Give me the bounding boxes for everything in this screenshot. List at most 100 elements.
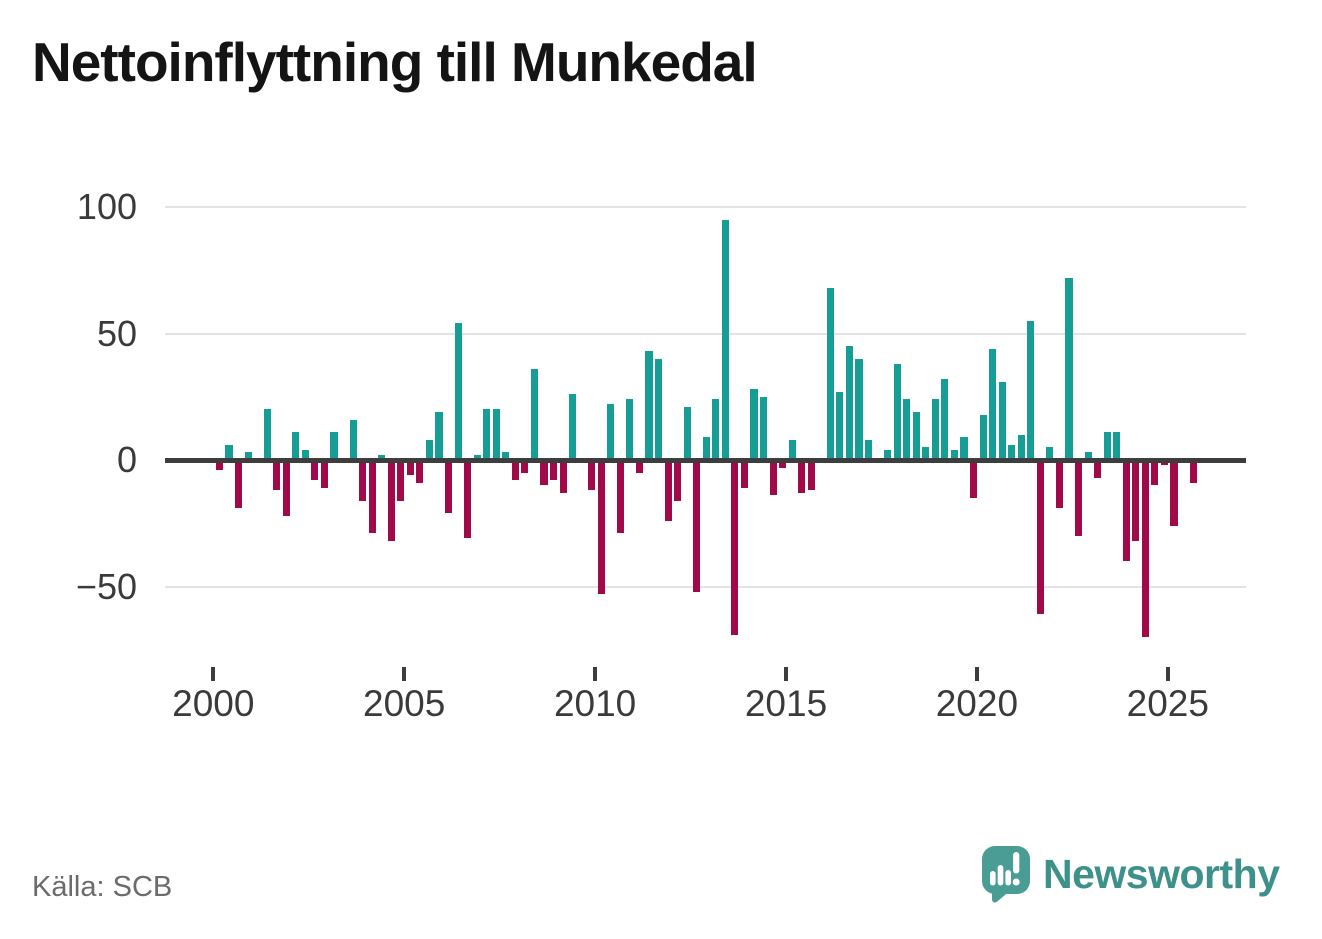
bar xyxy=(550,458,558,481)
bar xyxy=(1103,432,1111,462)
x-axis-tick-label: 2010 xyxy=(553,683,637,724)
bar xyxy=(798,458,806,493)
bar xyxy=(1132,458,1140,541)
bar xyxy=(359,458,367,501)
bar xyxy=(1113,432,1121,462)
bar xyxy=(464,458,472,539)
bar xyxy=(884,449,892,462)
bar xyxy=(320,458,329,488)
bar xyxy=(263,409,271,462)
bar xyxy=(998,381,1006,462)
bar xyxy=(416,458,424,483)
x-axis-tick-mark xyxy=(974,667,979,681)
bar xyxy=(1065,277,1073,462)
bar xyxy=(445,458,453,514)
bar xyxy=(454,323,462,462)
x-axis-tick-label: 2025 xyxy=(1126,683,1209,724)
newsworthy-logo[interactable]: Newsworthy xyxy=(981,844,1301,906)
bar xyxy=(635,458,644,473)
bar xyxy=(1189,458,1197,483)
bar xyxy=(674,458,682,501)
bar xyxy=(225,444,233,462)
bar xyxy=(607,404,615,462)
bar xyxy=(664,458,672,521)
bar xyxy=(731,458,739,635)
bar xyxy=(655,358,663,462)
bar xyxy=(311,458,319,481)
x-axis-tick-label: 2000 xyxy=(172,683,255,724)
bar xyxy=(693,458,701,592)
bar xyxy=(855,358,863,462)
x-axis-tick-mark xyxy=(402,667,407,681)
bar xyxy=(368,458,376,534)
bar xyxy=(826,288,834,462)
bar xyxy=(922,447,930,462)
bar xyxy=(349,419,357,462)
bar xyxy=(215,458,224,471)
bar xyxy=(1046,447,1054,462)
x-axis-tick-label: 2005 xyxy=(363,683,446,724)
bar xyxy=(425,439,434,462)
bar xyxy=(1036,458,1044,615)
bar xyxy=(865,439,873,462)
bar xyxy=(273,458,281,491)
bar xyxy=(397,458,405,501)
bar xyxy=(750,389,758,462)
bar xyxy=(1075,458,1083,536)
bar xyxy=(712,399,720,462)
bar xyxy=(588,458,596,491)
bar xyxy=(845,346,854,462)
bar xyxy=(836,391,844,462)
bar xyxy=(1141,458,1149,638)
bar xyxy=(292,432,300,462)
bar xyxy=(235,458,243,509)
bar xyxy=(740,458,749,488)
bar xyxy=(569,394,577,462)
bar xyxy=(893,363,901,462)
bar xyxy=(970,458,978,498)
bar xyxy=(645,351,653,462)
bar xyxy=(483,409,491,462)
x-axis-tick-mark xyxy=(1165,667,1170,681)
bar xyxy=(979,414,987,462)
bar xyxy=(406,458,414,476)
x-axis-zero-line xyxy=(165,457,1246,463)
bar xyxy=(989,348,997,462)
bar xyxy=(435,411,443,462)
x-axis-tick-label: 2015 xyxy=(744,683,828,724)
y-axis-tick-label: 0 xyxy=(116,439,137,480)
bar xyxy=(301,449,309,462)
bar xyxy=(769,458,777,496)
bar xyxy=(1017,434,1025,462)
chart-title: Nettoinflyttning till Munkedal xyxy=(32,31,758,93)
x-axis-tick-label: 2020 xyxy=(935,683,1019,724)
bar xyxy=(387,458,395,541)
bar xyxy=(960,437,968,462)
bar xyxy=(1170,458,1178,526)
y-axis-tick-label: −50 xyxy=(75,565,137,607)
bar xyxy=(721,219,729,462)
source-label: Källa: SCB xyxy=(32,871,173,903)
bar xyxy=(492,409,500,462)
bar xyxy=(912,411,920,462)
y-axis-tick-label: 50 xyxy=(96,312,137,354)
bar xyxy=(1094,458,1102,478)
bar xyxy=(540,458,548,486)
bar xyxy=(788,439,796,462)
gridline xyxy=(165,332,1246,335)
bar xyxy=(282,458,290,516)
newsworthy-wordmark: Newsworthy xyxy=(1043,851,1280,897)
bar xyxy=(244,452,252,462)
bar xyxy=(1027,320,1035,462)
bar xyxy=(330,432,338,462)
bar xyxy=(511,458,519,481)
bar xyxy=(1151,458,1159,486)
x-axis-tick-mark xyxy=(784,667,788,681)
bar xyxy=(950,449,959,462)
bar xyxy=(941,379,949,462)
gridline xyxy=(165,585,1246,588)
bar xyxy=(903,399,911,462)
gridline xyxy=(165,206,1246,208)
bar xyxy=(616,458,624,534)
bar xyxy=(502,452,510,462)
